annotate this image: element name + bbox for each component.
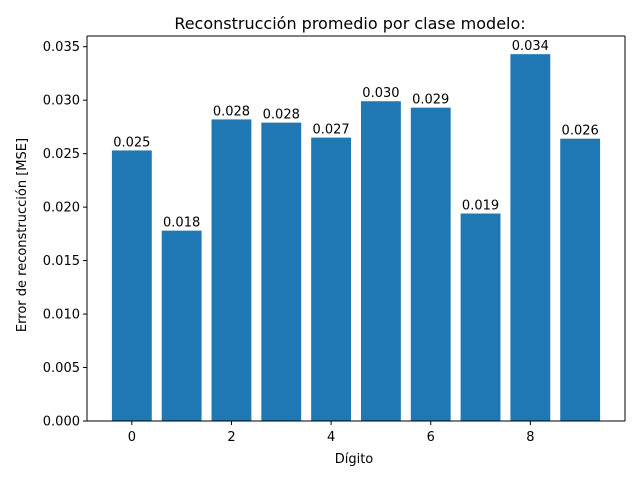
bar-1: [161, 230, 202, 421]
x-tick-label-1: 2: [227, 430, 235, 445]
y-tick-label-5: 0.025: [43, 147, 80, 162]
bar-value-label-6: 0.029: [412, 93, 449, 108]
bar-value-label-9: 0.026: [562, 124, 599, 139]
y-tick-label-1: 0.005: [43, 361, 80, 376]
bar-5: [360, 101, 401, 421]
y-tick-label-7: 0.035: [43, 40, 80, 55]
y-tick-label-4: 0.020: [43, 201, 80, 216]
bar-3: [261, 122, 302, 421]
x-axis-label: Dígito: [335, 452, 374, 467]
bar-6: [410, 107, 451, 422]
bar-value-label-8: 0.034: [512, 39, 549, 54]
bar-value-label-5: 0.030: [362, 86, 399, 101]
bar-7: [460, 213, 501, 421]
x-tick-label-2: 4: [327, 430, 335, 445]
bar-8: [510, 54, 551, 422]
y-tick-label-0: 0.000: [43, 415, 80, 430]
bar-value-label-7: 0.019: [462, 199, 499, 214]
bar-value-label-3: 0.028: [263, 108, 300, 123]
y-tick-label-6: 0.030: [43, 94, 80, 109]
bar-9: [560, 138, 601, 421]
bar-value-label-2: 0.028: [213, 104, 250, 119]
bar-4: [311, 137, 352, 421]
bar-value-label-4: 0.027: [312, 123, 349, 138]
bar-2: [211, 119, 252, 422]
y-tick-label-3: 0.015: [43, 254, 80, 269]
bar-0: [111, 150, 152, 422]
x-tick-label-4: 8: [526, 430, 534, 445]
y-tick-label-2: 0.010: [43, 308, 80, 323]
x-tick-label-0: 0: [128, 430, 136, 445]
x-tick-label-3: 6: [427, 430, 435, 445]
y-axis-label: Error de reconstrucción [MSE]: [15, 138, 30, 332]
bar-value-label-0: 0.025: [113, 135, 150, 150]
bar-value-label-1: 0.018: [163, 216, 200, 231]
chart-title: Reconstrucción promedio por clase modelo…: [174, 14, 525, 33]
